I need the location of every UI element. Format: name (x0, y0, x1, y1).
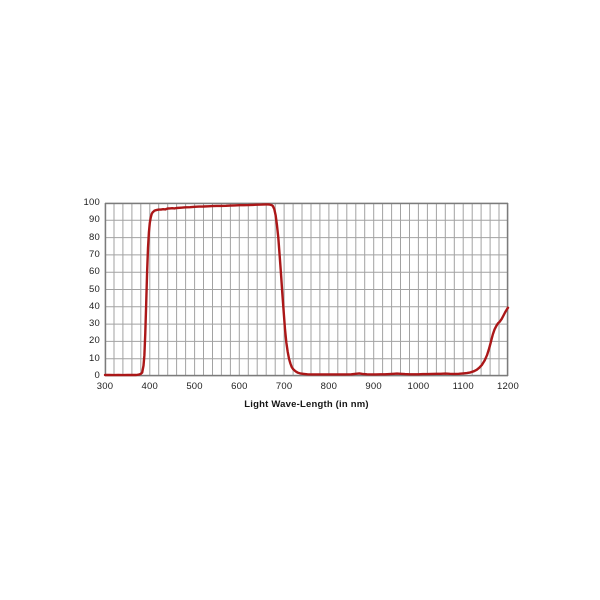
x-tick-label: 500 (186, 381, 203, 392)
x-tick-label: 600 (231, 381, 248, 392)
y-tick-label: 70 (89, 248, 100, 260)
plot-area (103, 202, 510, 377)
y-tick-label: 30 (89, 318, 100, 330)
transmission-curve (103, 203, 510, 377)
x-tick-label: 700 (275, 381, 293, 392)
x-tick-label: 1000 (407, 381, 430, 392)
y-tick-label: 60 (89, 266, 100, 278)
y-tick-label: 10 (89, 352, 100, 364)
y-tick-label: 40 (89, 300, 100, 312)
x-tick-label: 900 (365, 381, 382, 392)
x-tick-label: 800 (320, 381, 338, 392)
y-tick-label: 20 (89, 335, 100, 347)
x-tick-label: 1100 (452, 381, 474, 392)
y-tick-label: 100 (83, 197, 100, 208)
x-axis-title: Light Wave-Length (in nm) (244, 399, 369, 410)
x-tick-label: 1200 (497, 381, 519, 392)
y-tick-label: 50 (89, 283, 100, 295)
y-tick-label: 0 (94, 370, 100, 381)
x-tick-label: 300 (96, 381, 114, 392)
y-tick-label: 90 (89, 214, 100, 226)
x-tick-label: 400 (141, 381, 158, 392)
x-axis-labels: 300 400 500 600 700 800 900 1000 1100 1200 (97, 381, 519, 394)
y-tick-label: 80 (89, 231, 100, 243)
y-axis-labels: 0 10 20 30 40 50 60 70 80 90 100 (48, 198, 100, 381)
